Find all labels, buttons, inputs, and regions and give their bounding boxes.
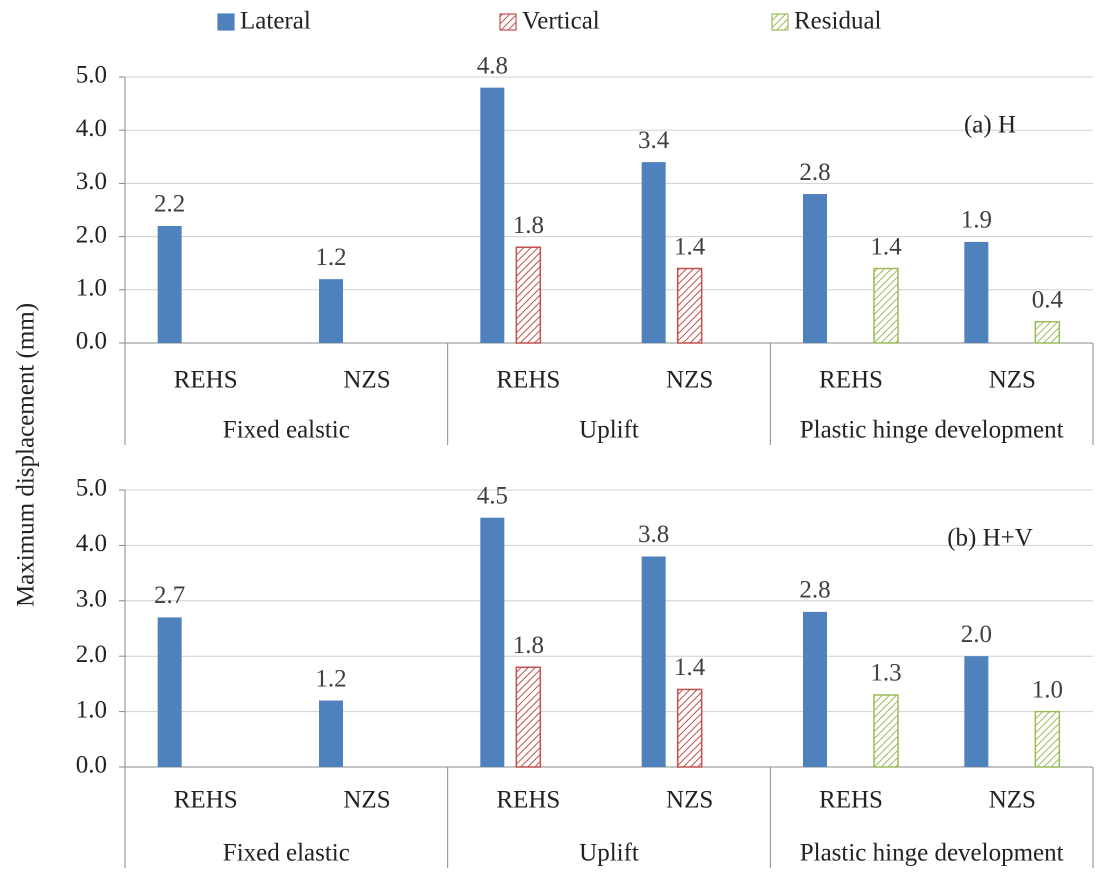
data-label: 1.2: [315, 244, 346, 271]
group-label: Plastic hinge development: [800, 840, 1064, 867]
data-label: 2.8: [799, 577, 830, 604]
annotation: (b) H+V: [947, 525, 1033, 552]
y-axis-title: Maximum displacement (mm): [13, 303, 40, 607]
y-tick-label: 2.0: [76, 221, 107, 248]
bar: [676, 267, 703, 344]
data-label: 2.2: [154, 191, 185, 218]
bar: [676, 688, 703, 768]
data-label: 1.0: [1032, 676, 1063, 703]
bar: [1034, 710, 1061, 768]
y-tick-label: 4.0: [76, 530, 107, 557]
data-label: 1.4: [674, 233, 706, 260]
y-tick-label: 5.0: [76, 475, 107, 502]
y-tick-label: 3.0: [76, 168, 107, 195]
bar: [157, 225, 182, 343]
data-label: 2.8: [799, 159, 830, 186]
x-tick-label: REHS: [174, 367, 238, 394]
x-tick-label: NZS: [666, 367, 713, 394]
bar: [641, 162, 666, 343]
bar: [480, 517, 505, 767]
legend-label: Residual: [794, 8, 882, 35]
y-tick-label: 0.0: [76, 752, 107, 779]
data-label: 1.2: [315, 665, 346, 692]
data-label: 4.8: [477, 52, 508, 79]
x-tick-label: NZS: [343, 367, 390, 394]
legend-label: Lateral: [240, 8, 311, 35]
x-tick-label: REHS: [819, 787, 883, 814]
bar: [803, 194, 827, 343]
legend-swatch: [217, 13, 235, 31]
group-label: Fixed ealstic: [223, 417, 350, 444]
data-label: 1.9: [961, 207, 992, 234]
data-label: 3.4: [638, 127, 670, 154]
annotation: (a) H: [964, 112, 1016, 139]
bar: [964, 241, 989, 343]
data-label: 1.4: [674, 654, 706, 681]
x-tick-label: REHS: [496, 367, 560, 394]
group-label: Fixed elastic: [223, 840, 350, 867]
legend-swatch: [771, 13, 789, 31]
y-tick-label: 5.0: [76, 62, 107, 89]
bar: [873, 267, 899, 344]
data-label: 1.8: [513, 632, 544, 659]
x-tick-label: REHS: [819, 367, 883, 394]
x-tick-label: NZS: [989, 787, 1036, 814]
data-label: 1.4: [870, 233, 902, 260]
group-label: Plastic hinge development: [800, 417, 1064, 444]
bar: [515, 246, 542, 344]
bar: [873, 694, 899, 768]
data-label: 2.7: [154, 582, 185, 609]
legend-label: Vertical: [522, 8, 600, 35]
legend-swatch: [499, 13, 517, 31]
y-tick-label: 1.0: [76, 275, 107, 302]
bar: [319, 700, 343, 767]
bar: [515, 666, 542, 768]
y-tick-label: 2.0: [76, 641, 107, 668]
data-label: 1.3: [870, 660, 901, 687]
x-tick-label: NZS: [343, 787, 390, 814]
bar: [1034, 320, 1061, 344]
y-tick-label: 3.0: [76, 586, 107, 613]
bar: [641, 556, 666, 767]
bar: [157, 617, 182, 767]
x-tick-label: NZS: [666, 787, 713, 814]
data-label: 1.8: [513, 212, 544, 239]
y-tick-label: 0.0: [76, 328, 107, 355]
data-label: 3.8: [638, 521, 669, 548]
bar: [803, 611, 827, 767]
x-tick-label: NZS: [989, 367, 1036, 394]
x-tick-label: REHS: [496, 787, 560, 814]
y-tick-label: 4.0: [76, 115, 107, 142]
group-label: Uplift: [579, 417, 639, 444]
data-label: 0.4: [1032, 286, 1064, 313]
bar: [480, 87, 505, 343]
group-label: Uplift: [579, 840, 639, 867]
bar: [964, 656, 989, 767]
data-label: 4.5: [477, 482, 508, 509]
x-tick-label: REHS: [174, 787, 238, 814]
data-label: 2.0: [961, 621, 992, 648]
bar: [319, 279, 343, 343]
y-tick-label: 1.0: [76, 696, 107, 723]
